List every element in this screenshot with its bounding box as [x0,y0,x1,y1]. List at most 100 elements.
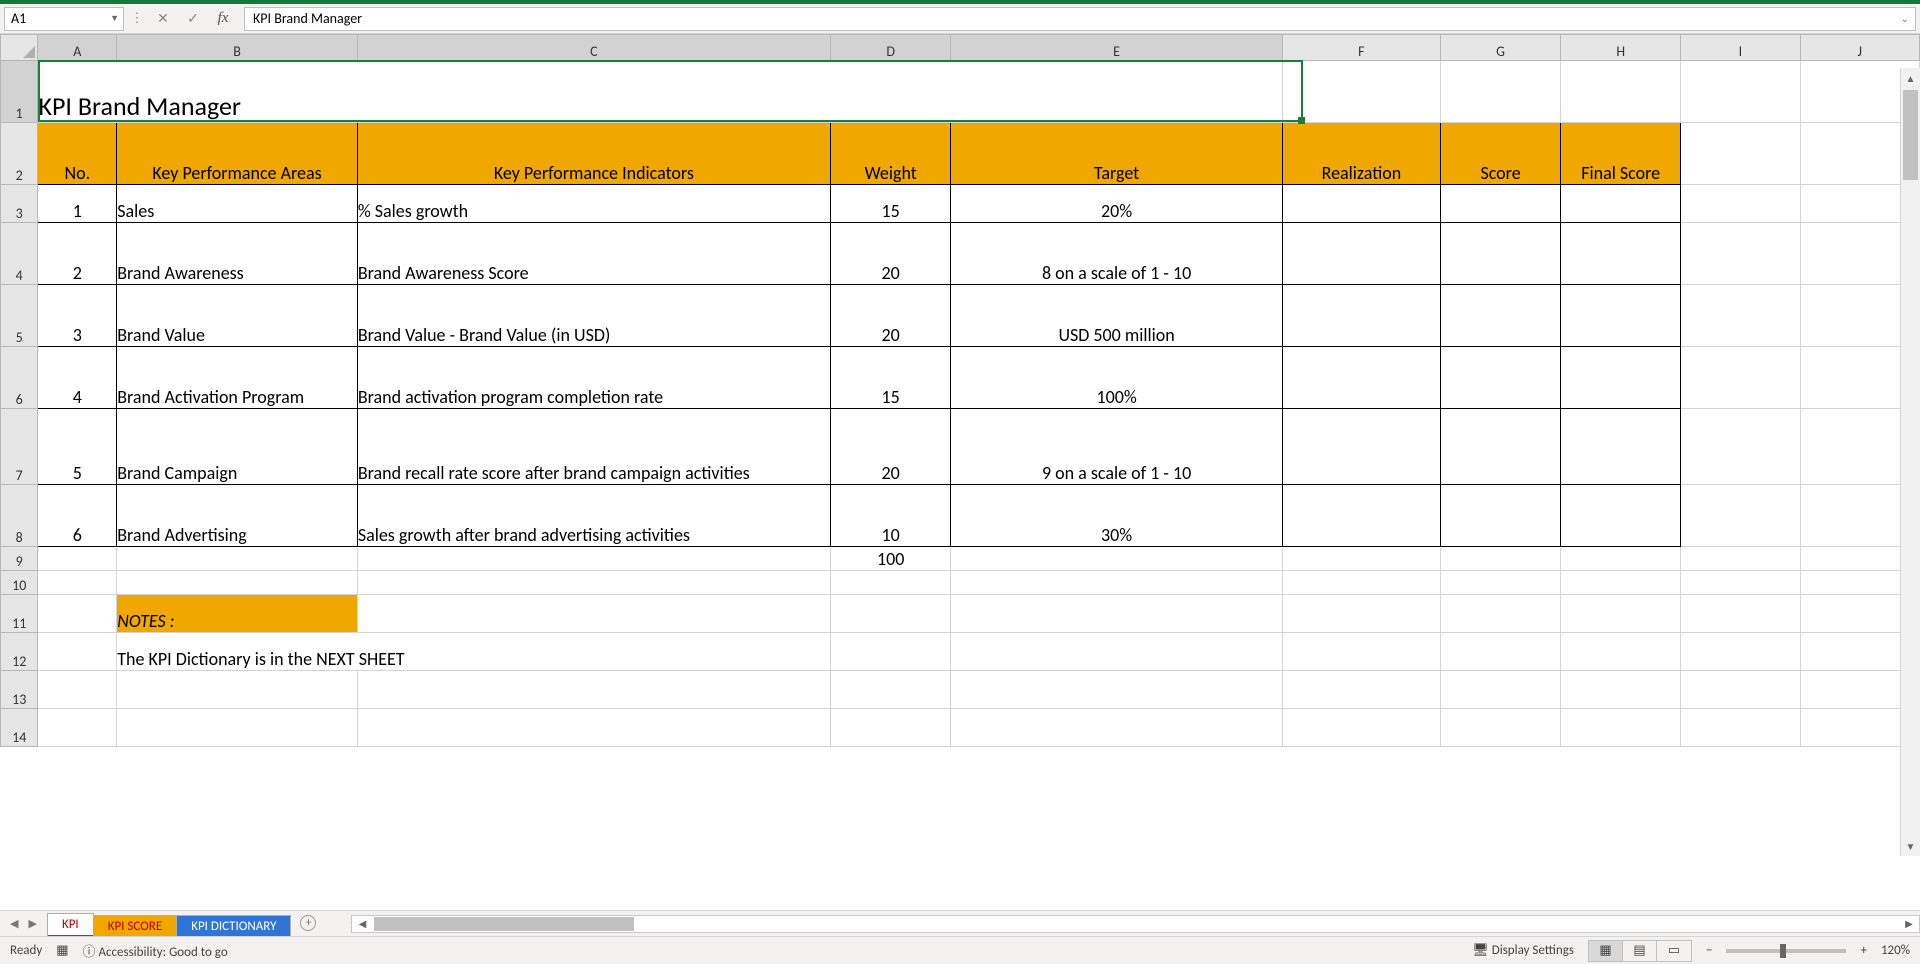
column-header[interactable]: B [117,35,358,61]
table-cell-target[interactable]: 20% [951,185,1282,223]
normal-view-button[interactable]: ▦ [1589,941,1623,961]
table-cell-no[interactable]: 1 [38,185,117,223]
empty-cell[interactable] [117,547,358,571]
display-settings-button[interactable]: 🖥 Display Settings [1472,943,1574,958]
cancel-formula-button[interactable]: ✕ [150,8,176,30]
empty-cell[interactable] [117,709,358,747]
empty-cell[interactable] [1440,571,1560,595]
empty-cell[interactable] [951,595,1282,633]
scroll-left-icon[interactable]: ◀ [352,917,372,930]
formula-input[interactable]: KPI Brand Manager ⌄ [244,7,1916,31]
empty-cell[interactable] [830,633,950,671]
column-header[interactable]: E [951,35,1282,61]
empty-cell[interactable] [38,547,117,571]
empty-cell[interactable] [1440,61,1560,123]
table-cell-target[interactable]: 30% [951,485,1282,547]
table-header-cell[interactable]: Weight [830,123,950,185]
sheet-tab[interactable]: KPI SCORE [93,915,178,937]
row-header[interactable]: 11 [1,595,38,633]
notes-label-cell[interactable]: NOTES : [117,595,358,633]
zoom-out-button[interactable]: − [1706,943,1712,958]
empty-cell[interactable] [1282,61,1440,123]
table-cell-score[interactable] [1440,485,1560,547]
empty-cell[interactable] [951,571,1282,595]
table-cell-no[interactable]: 2 [38,223,117,285]
new-sheet-button[interactable]: + [290,912,326,937]
row-header[interactable]: 5 [1,285,38,347]
row-header[interactable]: 12 [1,633,38,671]
empty-cell[interactable] [1282,571,1440,595]
empty-cell[interactable] [1282,547,1440,571]
empty-cell[interactable] [1561,61,1681,123]
table-cell-weight[interactable]: 20 [830,285,950,347]
table-cell-indicator[interactable]: Brand Awareness Score [357,223,830,285]
empty-cell[interactable] [1440,709,1560,747]
table-cell-indicator[interactable]: % Sales growth [357,185,830,223]
row-header[interactable]: 13 [1,671,38,709]
empty-cell[interactable] [1681,223,1800,285]
row-header[interactable]: 4 [1,223,38,285]
expand-formula-bar-icon[interactable]: ⌄ [1901,12,1909,25]
table-cell-realization[interactable] [1282,347,1440,409]
zoom-in-button[interactable]: + [1860,943,1866,958]
table-cell-realization[interactable] [1282,285,1440,347]
empty-cell[interactable] [1282,633,1440,671]
empty-cell[interactable] [1681,347,1800,409]
empty-cell[interactable] [357,671,830,709]
empty-cell[interactable] [1282,595,1440,633]
empty-cell[interactable] [951,709,1282,747]
table-cell-target[interactable]: USD 500 million [951,285,1282,347]
column-header[interactable]: C [357,35,830,61]
table-cell-area[interactable]: Brand Awareness [117,223,358,285]
empty-cell[interactable] [1681,123,1800,185]
table-cell-area[interactable]: Brand Value [117,285,358,347]
table-cell-indicator[interactable]: Brand activation program completion rate [357,347,830,409]
tab-nav-prev-icon[interactable]: ◀ [10,917,18,930]
name-box-dropdown-icon[interactable]: ▼ [110,13,119,24]
empty-cell[interactable] [1681,709,1800,747]
table-header-cell[interactable]: Realization [1282,123,1440,185]
table-cell-final-score[interactable] [1561,185,1681,223]
table-cell-weight[interactable]: 15 [830,185,950,223]
row-header[interactable]: 14 [1,709,38,747]
row-header[interactable]: 3 [1,185,38,223]
empty-cell[interactable] [1681,633,1800,671]
scroll-up-icon[interactable]: ▲ [1901,68,1920,88]
zoom-level[interactable]: 120% [1881,943,1910,958]
empty-cell[interactable] [830,571,950,595]
table-cell-final-score[interactable] [1561,223,1681,285]
empty-cell[interactable] [357,571,830,595]
empty-cell[interactable] [1282,709,1440,747]
empty-cell[interactable] [951,633,1282,671]
table-cell-realization[interactable] [1282,185,1440,223]
select-all-button[interactable] [1,35,38,61]
empty-cell[interactable] [1561,671,1681,709]
table-cell-no[interactable]: 6 [38,485,117,547]
row-header[interactable]: 9 [1,547,38,571]
table-cell-score[interactable] [1440,347,1560,409]
empty-cell[interactable] [951,671,1282,709]
table-cell-area[interactable]: Brand Advertising [117,485,358,547]
empty-cell[interactable] [1681,595,1800,633]
table-cell-final-score[interactable] [1561,409,1681,485]
empty-cell[interactable] [830,671,950,709]
scroll-right-icon[interactable]: ▶ [1899,917,1919,930]
sheet-tab[interactable]: KPI [47,913,94,937]
table-header-cell[interactable]: Key Performance Areas [117,123,358,185]
sheet-tab[interactable]: KPI DICTIONARY [176,915,291,937]
column-header[interactable]: A [38,35,117,61]
empty-cell[interactable] [38,709,117,747]
scroll-down-icon[interactable]: ▼ [1901,836,1920,856]
table-cell-score[interactable] [1440,223,1560,285]
table-header-cell[interactable]: Target [951,123,1282,185]
table-cell-no[interactable]: 3 [38,285,117,347]
table-cell-indicator[interactable]: Brand Value - Brand Value (in USD) [357,285,830,347]
table-cell-weight[interactable]: 15 [830,347,950,409]
macro-record-icon[interactable]: ▦ [56,943,68,958]
column-header[interactable]: D [830,35,950,61]
empty-cell[interactable] [1440,547,1560,571]
empty-cell[interactable] [830,709,950,747]
table-cell-target[interactable]: 100% [951,347,1282,409]
empty-cell[interactable] [1681,571,1800,595]
table-cell-score[interactable] [1440,185,1560,223]
